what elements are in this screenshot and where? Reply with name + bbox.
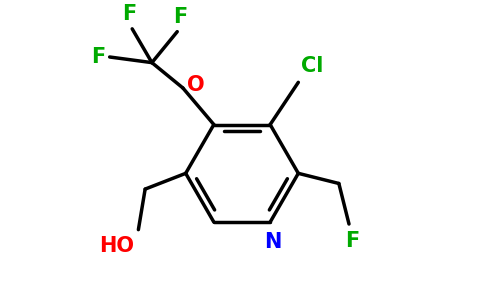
- Text: F: F: [91, 47, 105, 67]
- Text: F: F: [173, 7, 187, 27]
- Text: F: F: [122, 4, 136, 24]
- Text: N: N: [264, 232, 282, 252]
- Text: Cl: Cl: [301, 56, 323, 76]
- Text: F: F: [345, 231, 359, 251]
- Text: O: O: [187, 75, 205, 95]
- Text: HO: HO: [99, 236, 134, 256]
